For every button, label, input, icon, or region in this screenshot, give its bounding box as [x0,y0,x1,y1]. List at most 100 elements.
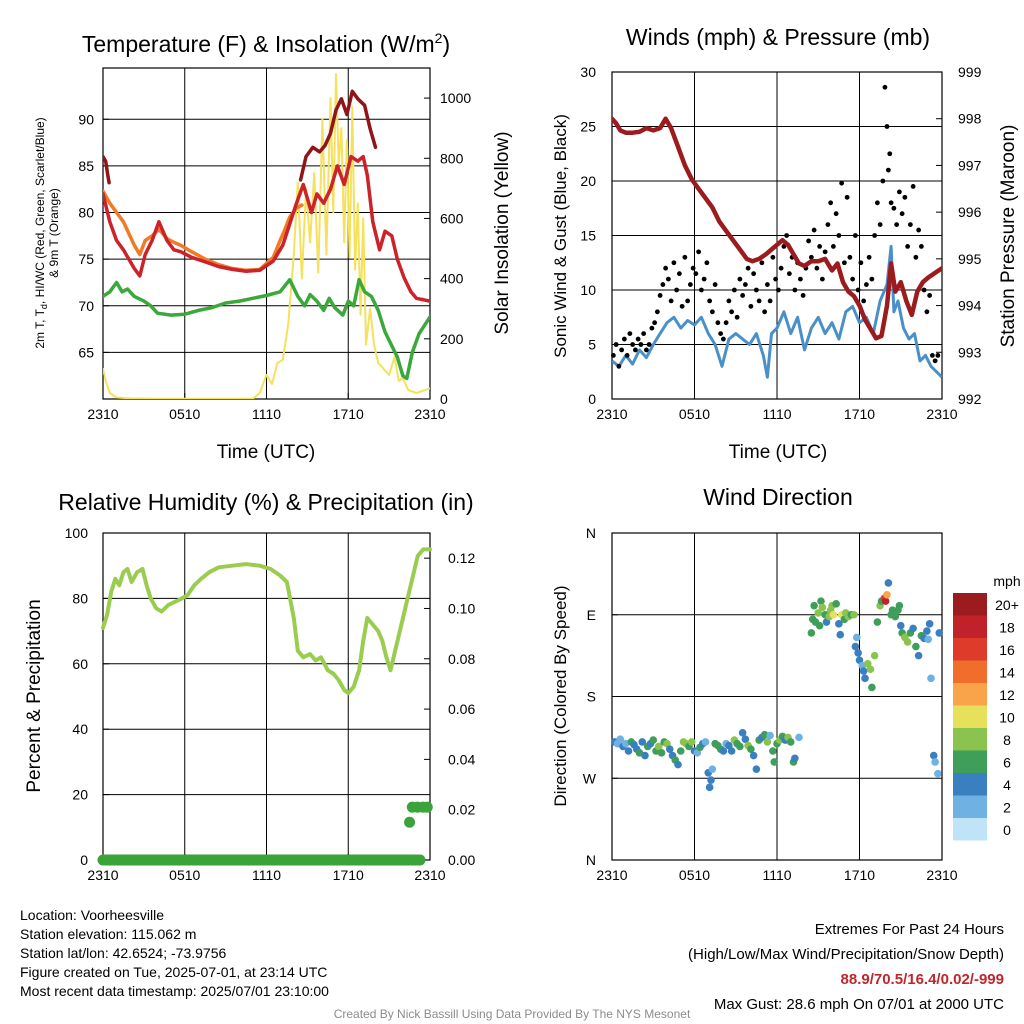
y-left-tick-label: 75 [78,251,94,267]
gust-point [861,298,867,304]
legend-label: 14 [999,665,1015,681]
gust-point [632,347,638,353]
extremes-values: 88.9/70.5/16.4/0.02/-999 [840,971,1004,988]
wind-panel-title: Winds (mph) & Pressure (mb) [626,24,930,50]
direction-point [786,738,795,746]
gust-point [734,314,740,320]
gust-point [866,254,872,260]
legend-label: 8 [1003,732,1011,748]
gust-point [762,309,768,315]
direction-point [888,606,897,615]
humidity-panel-title: Relative Humidity (%) & Precipitation (i… [58,489,473,515]
y-left-tick-label: 20 [72,787,88,803]
gust-point [649,325,655,331]
gust-point [792,287,798,293]
direction-point [810,601,818,610]
gust-point [894,222,900,228]
y-left-axis-label: Percent & Precipitation [24,599,45,792]
created-text: Figure created on Tue, 2025-07-01, at 23… [20,964,328,980]
y-left-tick-label: 85 [78,158,94,174]
direction-point [707,776,715,784]
direction-point [868,683,876,692]
direction-point [912,642,920,651]
gust-point [616,363,622,369]
y-left-tick-label: 80 [78,205,94,221]
gust-point [753,287,759,293]
gust-point [756,298,762,304]
y-left-tick-label: 40 [72,721,88,737]
y-right-tick-label: 400 [440,271,464,287]
direction-point [927,674,935,683]
y-left-axis-label: Sonic Wind & Gust (Blue, Black) [551,114,570,358]
direction-point [829,610,838,619]
x-tick-label: 1110 [762,867,791,883]
y-left-tick-label: 25 [580,119,596,135]
gust-point [682,254,688,260]
direction-point [708,765,717,773]
legend-swatch [953,728,987,751]
direction-point [817,597,825,605]
gust-point [884,124,890,129]
plot-area [611,71,943,400]
y-tick-label: N [586,525,596,541]
gust-point [685,298,691,304]
y-right-tick-label: 0.04 [448,751,475,767]
direction-point [705,783,714,792]
direction-point [861,674,869,683]
legend-swatch [953,750,987,773]
gust-point [927,293,933,298]
direction-point [719,747,728,755]
title-superscript: 2 [435,30,443,46]
gust-point [786,271,792,277]
gust-point [704,260,710,266]
direction-point [896,621,905,630]
gust-point [643,347,649,353]
gust-point [701,276,707,282]
gust-point [630,342,636,347]
gust-point [773,276,779,282]
title-end: ) [442,31,450,57]
direction-point [883,590,891,599]
direction-point [763,738,772,746]
direction-point [923,627,931,635]
legend-swatch [953,773,987,796]
gust-point [822,249,828,255]
direction-point [891,612,900,621]
label-subscript: d [39,304,49,309]
y-right-axis-label: Station Pressure (Maroon) [998,125,1019,348]
x-tick-label: 0510 [169,867,200,883]
y-right-tick-label: 998 [958,111,982,127]
legend-swatch [953,705,987,728]
temp9m-series-line [103,189,304,273]
direction-point [850,610,858,619]
direction-point [752,765,761,773]
direction-point [925,620,934,628]
y-axis-label: Direction (Colored By Speed) [551,585,570,806]
gust-point [899,211,905,217]
gust-point [751,271,757,277]
gust-point [671,260,677,266]
gust-point [654,309,660,315]
gust-point [858,260,864,266]
gust-point [687,282,693,287]
gust-point [847,254,853,260]
direction-point [935,629,944,637]
gust-point [748,303,754,309]
gust-point [841,260,847,266]
extremes-summary: Extremes For Past 24 Hours (High/Low/Max… [688,917,1004,1017]
legend-swatch [953,818,987,841]
gust-point [707,298,713,304]
label-part: 2m T, T [33,308,47,348]
gust-point [693,271,699,277]
gust-point [690,265,696,271]
direction-point [736,742,744,751]
y-left-tick-label: 10 [580,282,596,298]
direction-point [654,742,663,751]
y-tick-label: E [587,607,596,623]
x-tick-label: 2310 [596,406,627,422]
rh-series-line [101,547,432,696]
y-left-tick-label: 20 [580,173,596,189]
gust-point [663,265,669,271]
direction-point [676,747,685,755]
direction-point [832,600,840,608]
